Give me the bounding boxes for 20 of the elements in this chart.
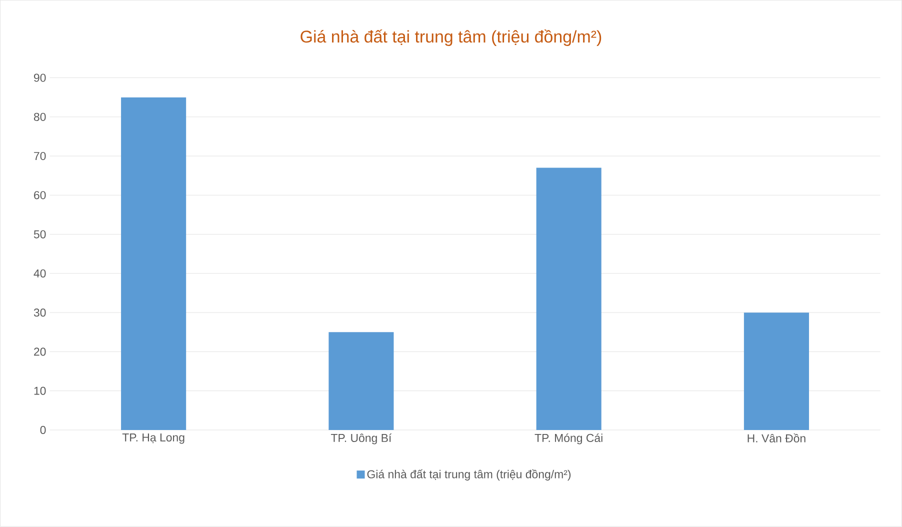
y-tick-label: 50 [34,230,46,238]
x-tick-label: H. Vân Đồn [748,434,806,443]
bar [121,97,186,430]
bar [536,168,602,430]
x-tick-label: TP. Uông Bí [330,434,392,444]
chart-title: Giá nhà đất tại trung tâm (triệu đồng/m²) [300,30,602,46]
x-tick-label: TP. Hạ Long [122,434,184,444]
y-tick-label: 80 [34,112,46,122]
x-tick-label: TP. Móng Cái [534,434,602,444]
y-tick-label: 70 [34,152,46,160]
y-tick-label: 90 [34,74,46,82]
y-tick-label: 0 [40,426,46,434]
y-tick-label: 10 [34,386,46,396]
bar [328,332,394,430]
bar [744,312,809,430]
y-tick-label: 20 [34,348,46,356]
y-tick-label: 40 [34,269,46,278]
legend-label: Giá nhà đất tại trung tâm (triệu đồng/m²) [367,470,571,481]
y-tick-label: 30 [34,308,46,317]
y-tick-label: 60 [34,191,46,200]
